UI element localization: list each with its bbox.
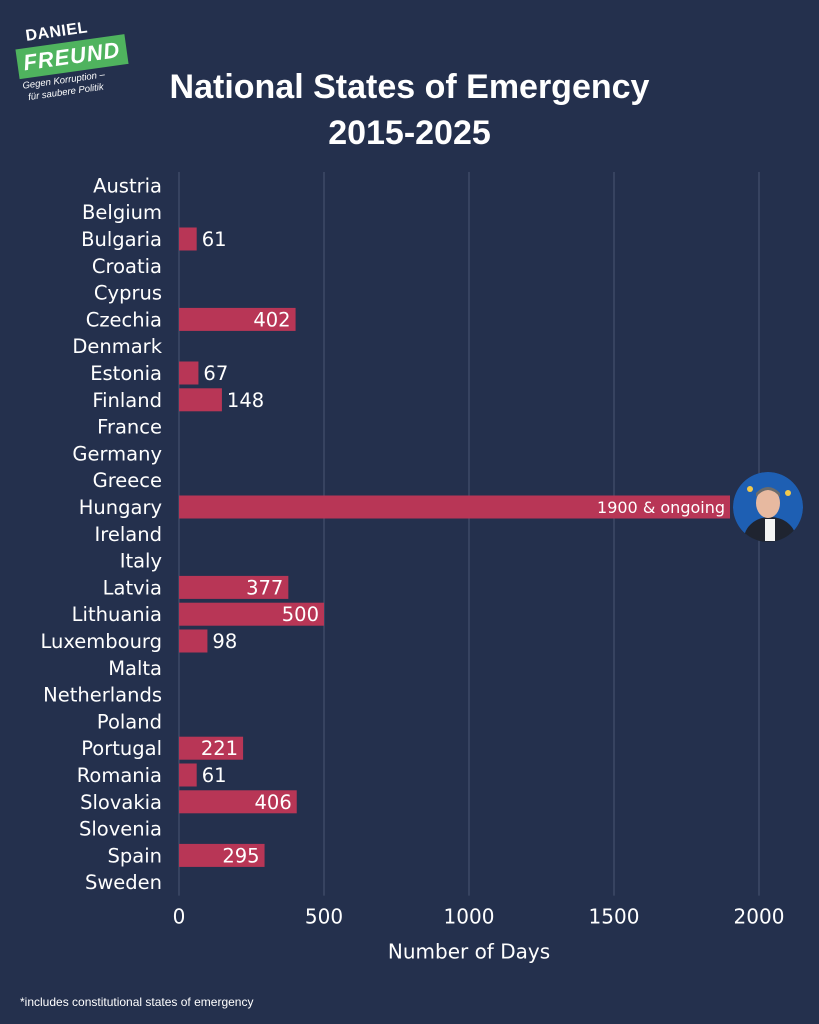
bar xyxy=(179,227,197,251)
bar xyxy=(179,388,222,412)
bar xyxy=(179,602,324,626)
data-label: 61 xyxy=(202,764,227,787)
category-label: Slovakia xyxy=(80,791,162,814)
data-label: 377 xyxy=(246,576,283,599)
category-label: Malta xyxy=(108,657,162,680)
category-label: Cyprus xyxy=(94,282,162,305)
category-label: Finland xyxy=(92,389,162,412)
category-label: Latvia xyxy=(103,576,162,599)
category-label: Czechia xyxy=(86,308,162,331)
bar xyxy=(179,790,297,814)
data-label: 67 xyxy=(203,362,228,385)
portrait-star xyxy=(785,490,791,496)
bar-chart: 0 500 1000 1500 2000 Number of Days Austria Bel… xyxy=(40,172,803,964)
chart-title: National States of Emergency 2015-2025 xyxy=(0,64,819,156)
x-tick-label: 1500 xyxy=(589,905,640,929)
category-label: Ireland xyxy=(95,523,162,546)
category-label: France xyxy=(97,416,162,439)
bar xyxy=(179,763,197,787)
category-label: Hungary xyxy=(79,496,162,519)
data-label: 61 xyxy=(202,228,227,251)
category-label: Denmark xyxy=(72,335,162,358)
category-label: Slovenia xyxy=(79,818,162,841)
bar xyxy=(179,495,730,519)
bar xyxy=(179,843,265,867)
category-label: Greece xyxy=(93,469,162,492)
data-label: 148 xyxy=(227,389,264,412)
bar xyxy=(179,361,199,385)
data-label: 1900 & ongoing xyxy=(597,498,725,517)
category-label: Portugal xyxy=(81,737,162,760)
data-label: 221 xyxy=(201,737,238,760)
category-label: Spain xyxy=(108,844,162,867)
x-axis-label: Number of Days xyxy=(388,940,550,964)
chart-title-line1: National States of Emergency xyxy=(169,68,650,106)
portrait-photo xyxy=(733,472,803,542)
category-label: Belgium xyxy=(82,201,162,224)
category-label: Romania xyxy=(77,764,162,787)
category-label: Luxembourg xyxy=(40,630,162,653)
footnote: *includes constitutional states of emerg… xyxy=(20,995,254,1009)
bar xyxy=(179,575,289,599)
portrait-shirt xyxy=(765,519,775,541)
data-label: 406 xyxy=(255,791,292,814)
x-tick-label: 500 xyxy=(305,905,343,929)
data-label: 402 xyxy=(253,308,290,331)
bar xyxy=(179,736,244,760)
x-tick-label: 1000 xyxy=(444,905,495,929)
category-label: Sweden xyxy=(85,871,162,894)
category-label: Italy xyxy=(120,550,162,573)
portrait-hair xyxy=(756,487,780,497)
chart-title-line2: 2015-2025 xyxy=(328,114,491,152)
x-tick-label: 0 xyxy=(173,905,186,929)
category-label: Poland xyxy=(97,710,162,733)
category-label: Lithuania xyxy=(72,603,162,626)
portrait-face xyxy=(756,488,780,518)
category-label: Estonia xyxy=(90,362,162,385)
category-label: Bulgaria xyxy=(81,228,162,251)
bar xyxy=(179,307,296,331)
category-label: Croatia xyxy=(92,255,162,278)
data-label: 500 xyxy=(282,603,319,626)
bar xyxy=(179,629,208,653)
data-label: 98 xyxy=(212,630,237,653)
x-tick-label: 2000 xyxy=(734,905,785,929)
category-label: Germany xyxy=(72,442,162,465)
category-label: Netherlands xyxy=(43,684,162,707)
category-label: Austria xyxy=(93,174,162,197)
data-label: 295 xyxy=(222,844,259,867)
portrait-star xyxy=(747,486,753,492)
